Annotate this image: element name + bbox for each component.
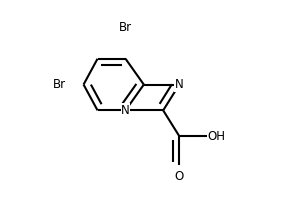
Text: N: N: [121, 104, 130, 117]
Text: Br: Br: [119, 21, 132, 34]
Text: Br: Br: [53, 78, 66, 91]
Text: N: N: [175, 78, 184, 91]
Text: OH: OH: [207, 130, 225, 143]
Text: O: O: [175, 169, 184, 182]
